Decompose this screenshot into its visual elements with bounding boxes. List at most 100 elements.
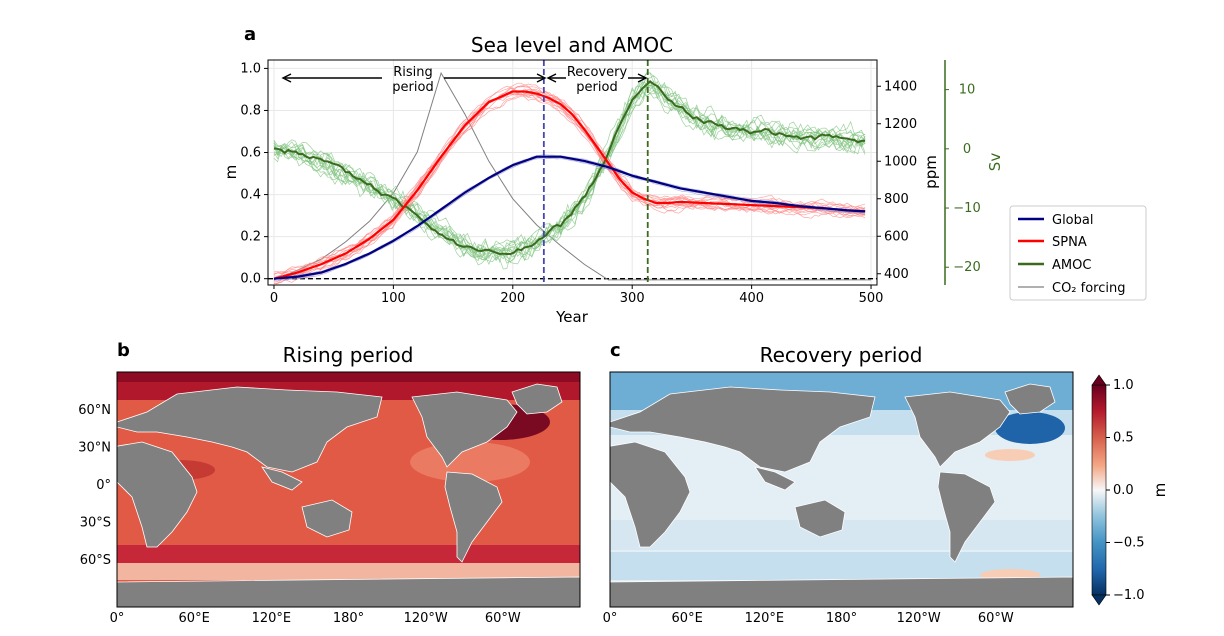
series-amoc-member	[273, 80, 866, 260]
map-x-tick-0: 0°	[603, 611, 618, 626]
chart-a-frame	[267, 59, 878, 286]
chart-a-sv-axis: −20 −10 0 10	[944, 60, 981, 285]
legend-amoc: AMOC	[1052, 258, 1091, 273]
map-b-ticks: 0° 60°E 120°E 180° 120°W 60°W 60°N 30°N 0° 30°S 60…	[78, 403, 521, 626]
chart-b-title: Rising period	[283, 343, 414, 367]
land-eurasia	[117, 386, 383, 473]
x-tick-label-0: 0	[270, 291, 278, 306]
series-amoc-member	[273, 92, 866, 257]
x-tick-label-100: 100	[381, 291, 406, 306]
sv-tick-label--20: −20	[953, 260, 980, 275]
series-spna-member	[273, 84, 866, 275]
map-y-tick-2: 0°	[96, 478, 111, 493]
land-australia	[794, 499, 846, 538]
sv-tick-label-10: 10	[959, 83, 976, 98]
legend-co2: CO₂ forcing	[1052, 281, 1126, 296]
y-tick-label-0: 0.0	[240, 272, 261, 287]
colorbar-tick-label-1: 0.5	[1113, 431, 1134, 446]
annotation-rising-2: period	[392, 80, 433, 95]
chart-a-xlabel: Year	[555, 308, 589, 326]
colorbar-tick-label-3: −0.5	[1113, 536, 1145, 551]
map-c-ticks: 0° 60°E 120°E 180° 120°W 60°W	[603, 611, 1014, 626]
map-c	[610, 372, 1073, 607]
land-antarctica	[117, 576, 580, 607]
land-antarctica	[610, 576, 1073, 607]
series-amoc-member	[273, 72, 866, 266]
map-x-tick-5: 60°W	[978, 611, 1014, 626]
series-spna-member	[273, 82, 866, 274]
panel-label-a: a	[244, 24, 256, 45]
y-tick-label-0.8: 0.8	[240, 103, 261, 118]
land-africa	[610, 441, 691, 548]
chart-a-legend: Global SPNA AMOC CO₂ forcing	[1009, 205, 1147, 301]
colorbar-tick-label-2: 0.0	[1113, 483, 1134, 498]
chart-a-ylabel-ppm: ppm	[922, 155, 940, 189]
map-x-tick-0: 0°	[110, 611, 125, 626]
map-b	[117, 372, 580, 607]
chart-a-ylabel-sv: Sv	[986, 153, 1004, 172]
ppm-tick-label-400: 400	[884, 267, 909, 282]
land-greenland	[1004, 383, 1056, 415]
map-x-tick-5: 60°W	[485, 611, 521, 626]
map-x-tick-1: 60°E	[179, 611, 210, 626]
series-amoc-mean	[273, 79, 866, 256]
sv-tick-label--10: −10	[953, 201, 980, 216]
ppm-tick-label-600: 600	[884, 229, 909, 244]
series-amoc-member	[273, 86, 866, 265]
map-x-tick-4: 120°W	[404, 611, 448, 626]
colorbar-tick-label-4: −1.0	[1113, 588, 1145, 603]
series-amoc-member	[273, 81, 866, 261]
chart-a-y-ticks: 0.0 0.2 0.4 0.6 0.8 1.0	[240, 61, 268, 287]
ppm-tick-label-800: 800	[884, 192, 909, 207]
legend-spna: SPNA	[1052, 235, 1087, 250]
colorbar: 1.0 0.5 0.0 −0.5 −1.0 m	[1091, 374, 1169, 606]
land-south-america	[937, 471, 996, 563]
series-amoc-member	[273, 75, 866, 266]
map-x-tick-2: 120°E	[252, 611, 292, 626]
chart-a-title: Sea level and AMOC	[471, 33, 673, 57]
map-y-tick-0: 60°N	[78, 403, 111, 418]
colorbar-label: m	[1151, 483, 1169, 498]
chart-a-ylabel: m	[222, 165, 240, 180]
map-y-tick-1: 30°N	[78, 441, 111, 456]
series-global-mean	[273, 155, 866, 280]
x-tick-label-500: 500	[859, 291, 884, 306]
x-tick-label-200: 200	[500, 291, 525, 306]
chart-a-x-ticks: 0 100 200 300 400 500	[270, 285, 884, 306]
land-indonesia	[261, 466, 303, 491]
y-tick-label-0.6: 0.6	[240, 146, 261, 161]
land-indonesia	[754, 466, 796, 491]
land-north-america	[904, 391, 1011, 468]
land-south-america	[444, 471, 503, 563]
chart-a-grid	[268, 60, 877, 285]
series-co2-line	[273, 71, 871, 281]
ppm-tick-label-1000: 1000	[884, 154, 917, 169]
series-spna-mean	[273, 90, 866, 280]
annotation-rising-1: Rising	[393, 65, 433, 80]
sv-tick-label-0: 0	[963, 142, 971, 157]
map-c-frame	[609, 371, 1074, 608]
map-x-tick-3: 180°	[826, 611, 857, 626]
map-b-frame	[116, 371, 581, 608]
chart-a-ppm-ticks: 400 600 800 1000 1200 1400	[877, 79, 917, 282]
ppm-tick-label-1400: 1400	[884, 79, 917, 94]
y-tick-label-1: 1.0	[240, 61, 261, 76]
annotation-recovery-1: Recovery	[567, 65, 628, 80]
annotation-arrows	[281, 73, 648, 83]
panel-label-c: c	[610, 340, 621, 361]
ppm-tick-label-1200: 1200	[884, 117, 917, 132]
map-x-tick-4: 120°W	[897, 611, 941, 626]
chart-c-title: Recovery period	[760, 343, 923, 367]
series-amoc-member	[273, 76, 866, 261]
series-amoc-member	[273, 72, 866, 263]
map-x-tick-1: 60°E	[672, 611, 703, 626]
land-north-america	[411, 391, 518, 468]
legend-global: Global	[1052, 213, 1093, 228]
land-eurasia	[610, 386, 876, 473]
land-greenland	[511, 383, 563, 415]
map-y-tick-4: 60°S	[80, 553, 111, 568]
series-global-member	[273, 157, 866, 280]
colorbar-tick-label-0: 1.0	[1113, 378, 1134, 393]
map-y-tick-3: 30°S	[80, 516, 111, 531]
